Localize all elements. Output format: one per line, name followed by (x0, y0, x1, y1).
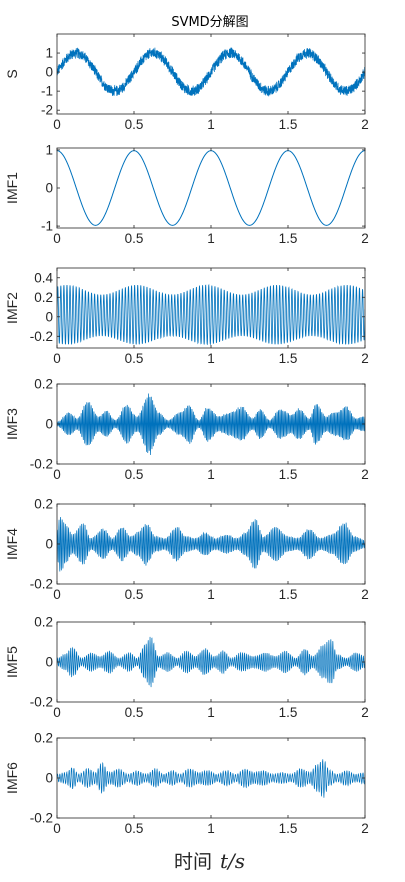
x-tick-label: 0.5 (125, 231, 144, 246)
x-axis-label: 时间 t/s (174, 849, 245, 873)
y-tick-label: 0.2 (34, 497, 53, 512)
x-tick-label: 0 (53, 351, 61, 366)
x-tick-label: 1.5 (279, 587, 298, 602)
x-tick-label: 2 (361, 351, 369, 366)
y-tick-label: 1 (45, 142, 53, 157)
axes-frame (56, 147, 366, 229)
x-tick-label: 0 (53, 467, 61, 482)
series-line-s (57, 47, 365, 97)
x-tick-label: 0.5 (125, 587, 144, 602)
series-line-imf6 (57, 759, 365, 798)
x-tick-label: 0 (53, 117, 61, 132)
x-tick-label: 2 (361, 117, 369, 132)
x-tick-label: 1 (207, 705, 215, 720)
x-tick-label: 1 (207, 231, 215, 246)
x-tick-label: 1 (207, 117, 215, 132)
x-tick-label: 0.5 (125, 351, 144, 366)
y-tick-label: -0.2 (30, 457, 53, 472)
x-tick-label: 0.5 (125, 705, 144, 720)
x-tick-label: 1.5 (279, 117, 298, 132)
y-tick-label: 0 (45, 771, 53, 786)
y-tick-label: -0.2 (30, 811, 53, 826)
subplot-s: 0 0.5 1 1.5 2 1 0 -1 -2 S (4, 33, 369, 132)
x-tick-label: 2 (361, 467, 369, 482)
x-tick-label: 1.5 (279, 467, 298, 482)
x-tick-label: 0.5 (125, 117, 144, 132)
y-axis-label-imf6: IMF6 (4, 762, 20, 794)
y-tick-label: 0 (45, 181, 53, 196)
y-tick-label: -2 (41, 103, 53, 118)
x-tick-label: 2 (361, 231, 369, 246)
y-tick-label: -0.2 (30, 695, 53, 710)
y-tick-label: 0 (45, 655, 53, 670)
y-tick-label: 1 (45, 46, 53, 61)
x-tick-label: 1 (207, 467, 215, 482)
figure-title: SVMD分解图 (171, 15, 248, 30)
x-tick-label: 1 (207, 821, 215, 836)
y-tick-label: 0.2 (34, 290, 53, 305)
series-line-imf4 (57, 516, 365, 572)
series-line-imf1 (57, 150, 365, 226)
x-tick-label: 2 (361, 587, 369, 602)
x-tick-label: 1.5 (279, 231, 298, 246)
y-tick-label: 0.4 (34, 270, 53, 285)
x-tick-label: 0 (53, 231, 61, 246)
y-tick-label: -1 (41, 84, 53, 99)
x-tick-label: 0.5 (125, 821, 144, 836)
x-tick-label: 2 (361, 821, 369, 836)
x-tick-label: 2 (361, 705, 369, 720)
x-tick-label: 0 (53, 705, 61, 720)
series-line-imf3 (57, 393, 365, 456)
y-axis-label-imf1: IMF1 (4, 172, 20, 204)
y-tick-label: 0 (45, 309, 53, 324)
x-tick-label: 1 (207, 587, 215, 602)
x-tick-label: 0 (53, 587, 61, 602)
y-axis-label-s: S (4, 69, 20, 78)
y-axis-label-imf3: IMF3 (4, 408, 20, 440)
y-tick-label: 0 (45, 65, 53, 80)
y-axis-label-imf5: IMF5 (4, 646, 20, 678)
y-tick-label: 0 (45, 417, 53, 432)
y-tick-label: -0.2 (30, 577, 53, 592)
x-axis-label-math: t/s (220, 849, 245, 873)
y-axis-label-imf4: IMF4 (4, 528, 20, 560)
y-tick-label: 0.2 (34, 377, 53, 392)
x-tick-label: 1 (207, 351, 215, 366)
y-tick-label: 0 (45, 537, 53, 552)
series-line-imf5 (57, 636, 365, 688)
x-tick-label: 0 (53, 821, 61, 836)
y-axis-label-imf2: IMF2 (4, 292, 20, 324)
y-tick-label: -1 (41, 219, 53, 234)
y-tick-label: 0.2 (34, 731, 53, 746)
x-tick-label: 0.5 (125, 467, 144, 482)
x-tick-label: 1.5 (279, 705, 298, 720)
x-axis-label-text: 时间 (174, 851, 212, 873)
y-tick-label: 0.2 (34, 615, 53, 630)
x-tick-label: 1.5 (279, 351, 298, 366)
x-tick-label: 1.5 (279, 821, 298, 836)
y-tick-label: -0.2 (30, 329, 53, 344)
series-line-imf2 (57, 283, 365, 346)
